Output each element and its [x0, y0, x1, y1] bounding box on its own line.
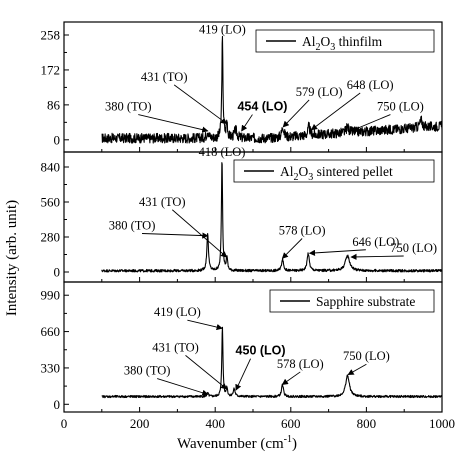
peak-annotation: 750 (LO)	[390, 241, 437, 255]
annotation-arrow	[281, 371, 301, 385]
annotation-arrow	[138, 114, 209, 133]
peak-annotation: 750 (LO)	[377, 100, 424, 114]
annotation-arrow	[347, 363, 367, 375]
y-tick-label: 990	[41, 288, 61, 303]
annotation-arrow	[350, 114, 391, 132]
x-tick-label: 400	[205, 416, 225, 431]
peak-annotation: 419 (LO)	[199, 22, 246, 36]
panel-1: 0 86 172 258 Al2O3 thinfilm 419 (LO) 431 (TO) 3…	[41, 21, 443, 153]
peak-annotation: 380 (TO)	[109, 219, 156, 233]
panel-3: 0 330 660 990 Sapphire substrate 419 (LO) 431 …	[41, 281, 443, 413]
y-tick-label: 660	[41, 324, 61, 339]
x-tick-label: 1000	[429, 416, 455, 431]
legend-box	[269, 289, 435, 313]
spectrum-line	[101, 326, 443, 399]
legend: Al2O3 thinfilm	[255, 29, 435, 53]
peak-annotation: 646 (LO)	[352, 235, 399, 249]
annotation-arrow	[235, 358, 251, 391]
annotation-arrow	[310, 92, 361, 131]
annotation-arrow	[173, 84, 228, 125]
spectrum-line	[101, 35, 443, 144]
annotation-arrow	[185, 355, 228, 390]
x-tick-label: 0	[61, 416, 68, 431]
legend-box	[255, 29, 435, 53]
peak-annotation: 418 (LO)	[199, 145, 246, 159]
spectrum-line	[101, 162, 443, 273]
x-tick-label: 600	[281, 416, 301, 431]
legend: Sapphire substrate	[269, 289, 435, 313]
y-tick-label: 840	[41, 160, 61, 175]
y-tick-label: 280	[41, 230, 61, 245]
peak-annotation: 380 (TO)	[105, 100, 152, 114]
peak-annotation: 578 (LO)	[277, 357, 324, 371]
annotation-arrow	[157, 378, 209, 396]
annotation-arrow	[241, 114, 253, 132]
legend-label: Al2O3 sintered pellet	[280, 164, 393, 183]
x-tick-label: 800	[357, 416, 377, 431]
annotation-arrow	[282, 99, 310, 128]
x-tick-label: 200	[130, 416, 150, 431]
peak-annotation: 431 (TO)	[139, 195, 186, 209]
peak-annotation: 419 (LO)	[154, 305, 201, 319]
y-tick-label: 0	[54, 265, 61, 280]
peak-annotation: 750 (LO)	[343, 349, 390, 363]
legend-box	[233, 159, 435, 183]
y-axis-title: Intensity (arb. unit)	[4, 200, 20, 316]
x-axis: 0 200 400 600 800 1000	[61, 416, 455, 431]
peak-annotation: 450 (LO)	[236, 344, 286, 358]
peak-annotation: 648 (LO)	[347, 78, 394, 92]
annotation-arrow	[350, 253, 404, 261]
y-tick-label: 0	[54, 132, 61, 147]
peak-annotation: 578 (LO)	[279, 224, 326, 238]
y-tick-label: 560	[41, 195, 61, 210]
y-tick-label: 172	[41, 62, 61, 77]
annotation-arrow	[171, 209, 228, 258]
peak-annotation: 380 (TO)	[124, 364, 171, 378]
legend-label: Al2O3 thinfilm	[302, 34, 383, 53]
y-tick-label: 0	[54, 397, 61, 412]
peak-annotation: 579 (LO)	[296, 85, 343, 99]
annotation-arrow	[142, 232, 209, 239]
x-axis-title: Wavenumber (cm-1)	[177, 434, 297, 452]
peak-annotation: 454 (LO)	[237, 100, 287, 114]
y-tick-label: 330	[41, 360, 61, 375]
peak-annotation: 431 (TO)	[141, 70, 188, 84]
annotation-arrow	[308, 249, 366, 257]
chart-panels: 0 86 172 258 Al2O3 thinfilm 419 (LO) 431 (TO) 3…	[41, 21, 443, 413]
y-tick-label: 258	[41, 28, 61, 43]
legend-label: Sapphire substrate	[316, 294, 415, 309]
annotation-arrow	[187, 319, 223, 331]
peak-annotation: 431 (TO)	[152, 340, 199, 354]
annotation-arrow	[281, 238, 303, 259]
legend: Al2O3 sintered pellet	[233, 159, 435, 183]
panel-2: 0 280 560 840 Al2O3 sintered pellet 418 (LO) 4…	[41, 145, 443, 283]
y-tick-label: 86	[47, 97, 61, 112]
